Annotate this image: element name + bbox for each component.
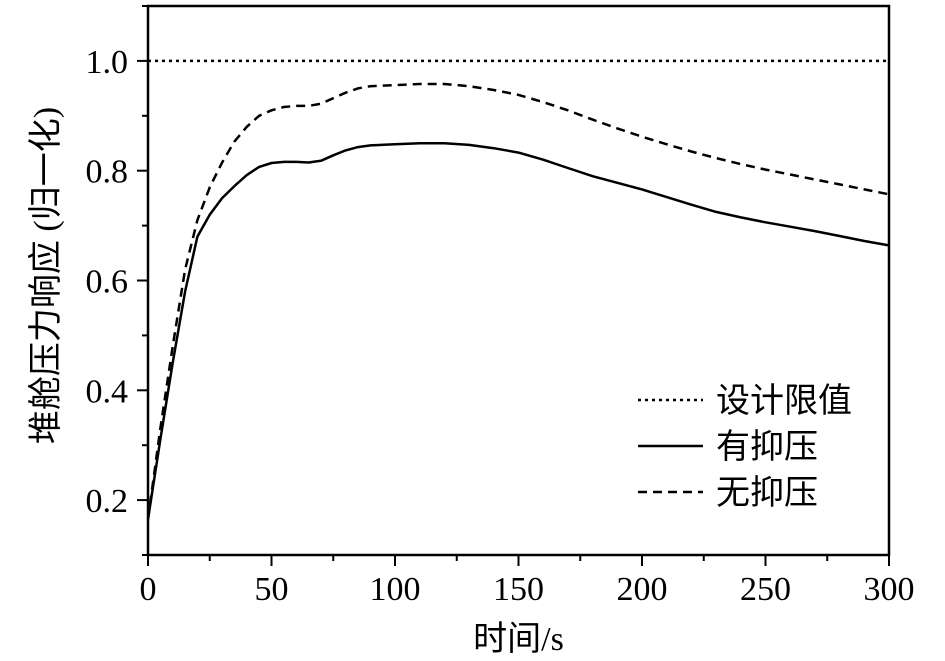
legend-label-2: 有抑压	[716, 428, 818, 466]
x-tick-label: 150	[493, 571, 544, 608]
series-line-3	[146, 82, 890, 520]
y-axis: 0.2 0.4 0.6 0.8 1.0	[86, 5, 148, 556]
x-tick-label: 100	[370, 571, 421, 608]
y-tick-label: 0.6	[86, 264, 129, 301]
plot-lines	[146, 59, 890, 520]
y-axis-title: 堆舱压力响应 (归一化)	[27, 107, 65, 444]
y-tick-label: 0.8	[86, 154, 129, 191]
y-tick-label: 0.4	[86, 373, 129, 410]
series-line-2	[146, 142, 890, 520]
plot-frame	[146, 4, 891, 557]
x-axis: 0 50 100 150 200 250 300	[140, 555, 915, 608]
legend-label-3: 无抑压	[716, 474, 818, 512]
y-tick-label: 0.2	[86, 483, 129, 520]
x-axis-title: 时间/s	[473, 621, 564, 658]
x-tick-label: 250	[740, 571, 791, 608]
y-tick-label: 1.0	[86, 44, 129, 81]
x-tick-label: 300	[864, 571, 915, 608]
x-tick-label: 0	[140, 571, 157, 608]
x-tick-label: 50	[255, 571, 289, 608]
legend-label-1: 设计限值	[716, 382, 852, 420]
x-tick-label: 200	[617, 571, 668, 608]
